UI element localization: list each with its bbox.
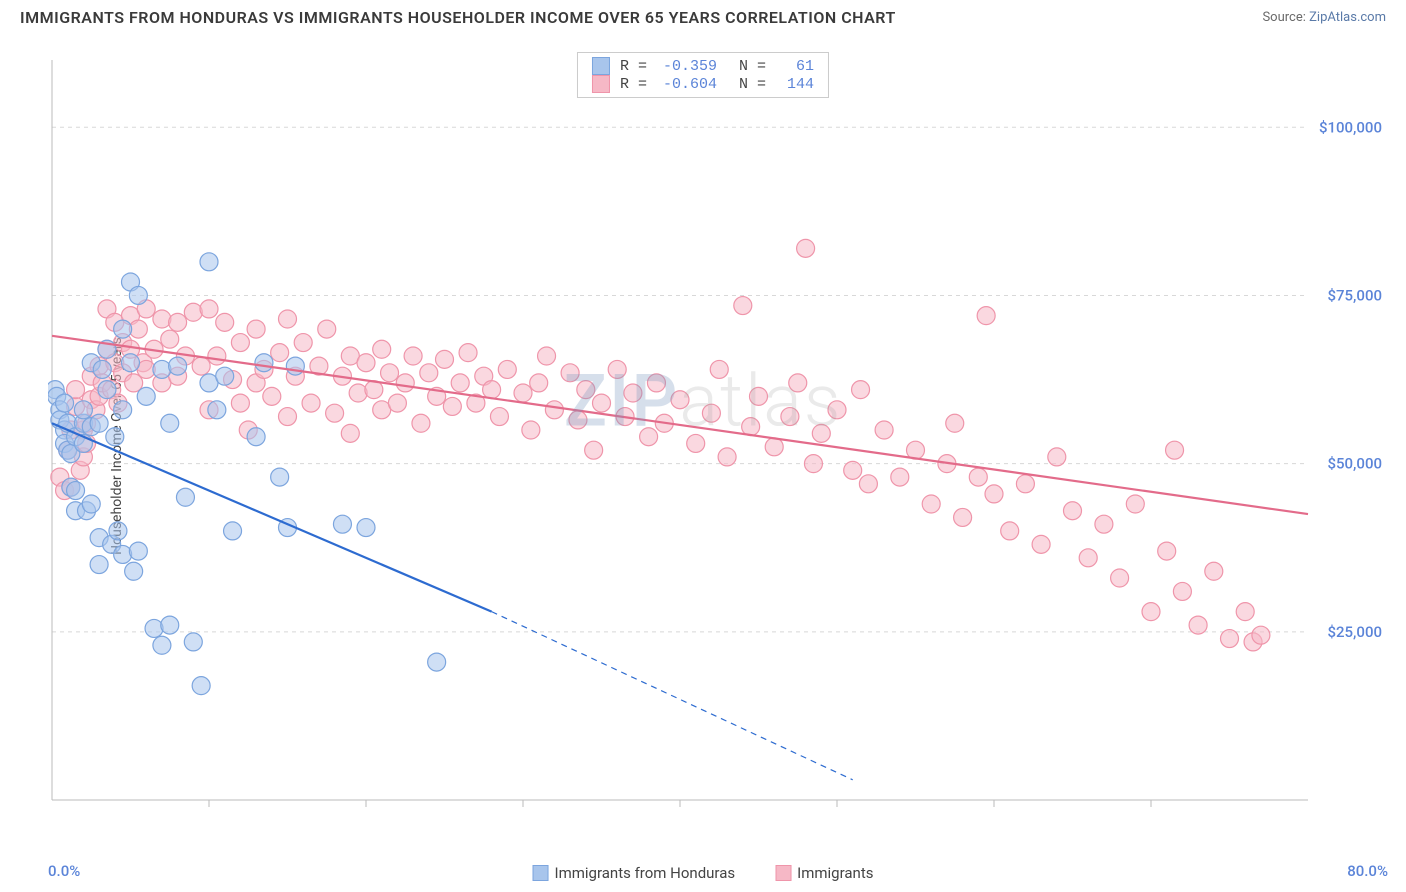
svg-text:$25,000: $25,000 xyxy=(1327,623,1382,641)
legend-swatch xyxy=(533,865,549,881)
chart-title: IMMIGRANTS FROM HONDURAS VS IMMIGRANTS H… xyxy=(20,8,896,27)
r-label: R = xyxy=(620,58,647,75)
n-value: 144 xyxy=(776,76,814,93)
n-label: N = xyxy=(739,58,766,75)
r-value: -0.359 xyxy=(657,58,717,75)
r-label: R = xyxy=(620,76,647,93)
legend-label: Immigrants from Honduras xyxy=(555,864,736,882)
svg-text:$75,000: $75,000 xyxy=(1327,286,1382,304)
source-link[interactable]: ZipAtlas.com xyxy=(1309,10,1386,25)
svg-text:$50,000: $50,000 xyxy=(1327,455,1382,473)
legend-swatch xyxy=(775,865,791,881)
chart-plot-area: $25,000 $50,000 $75,000 $100,000 xyxy=(48,50,1388,830)
legend-row-honduras: R = -0.359 N = 61 xyxy=(592,57,814,75)
correlation-legend: R = -0.359 N = 61 R = -0.604 N = 144 xyxy=(577,52,829,98)
legend-swatch xyxy=(592,57,610,75)
n-value: 61 xyxy=(776,58,814,75)
legend-item-honduras: Immigrants from Honduras xyxy=(533,864,736,882)
x-tick-min: 0.0% xyxy=(48,862,80,880)
scatter-chart-svg: $25,000 $50,000 $75,000 $100,000 xyxy=(48,50,1388,830)
x-tick-max: 80.0% xyxy=(1347,862,1388,880)
series-legend: Immigrants from Honduras Immigrants xyxy=(533,864,874,882)
legend-item-immigrants: Immigrants xyxy=(775,864,873,882)
legend-label: Immigrants xyxy=(797,864,873,882)
svg-text:$100,000: $100,000 xyxy=(1319,118,1382,136)
r-value: -0.604 xyxy=(657,76,717,93)
n-label: N = xyxy=(739,76,766,93)
source-label: Source: ZipAtlas.com xyxy=(1262,10,1386,25)
legend-row-immigrants: R = -0.604 N = 144 xyxy=(592,75,814,93)
legend-swatch xyxy=(592,75,610,93)
